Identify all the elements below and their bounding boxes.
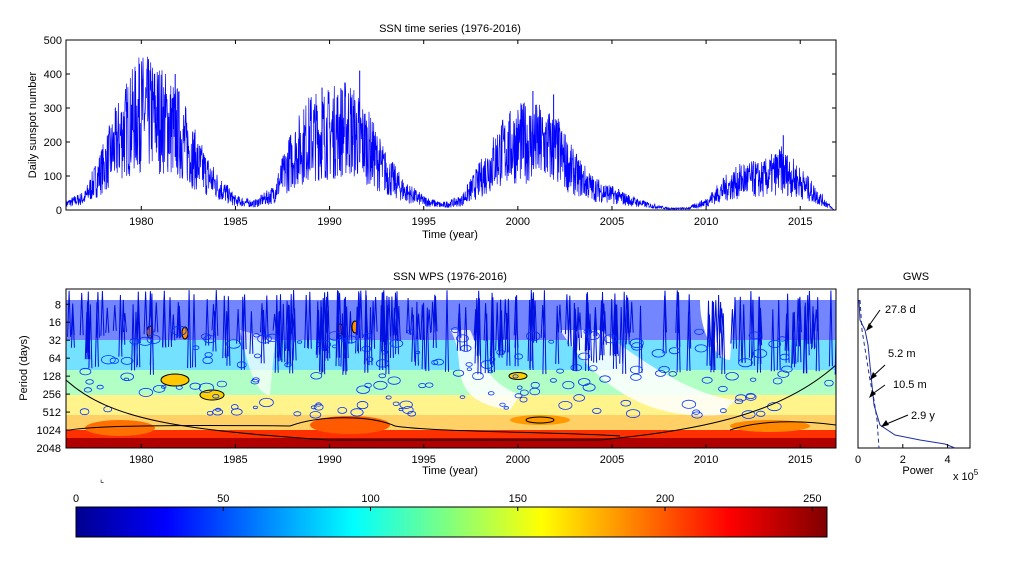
timeseries-line bbox=[66, 56, 836, 210]
timeseries-series bbox=[66, 56, 836, 210]
colorbar-tick-label: 200 bbox=[656, 493, 674, 505]
wps-x-tick-label: 2010 bbox=[694, 454, 718, 466]
timeseries-x-tick-label: 2015 bbox=[788, 216, 812, 228]
colorbar-tick-label: 100 bbox=[361, 493, 379, 505]
wps-y-tick-label: 256 bbox=[43, 389, 61, 401]
timeseries-title: SSN time series (1976-2016) bbox=[379, 23, 521, 35]
gws-annotation-2-9y: 2.9 y bbox=[911, 410, 935, 422]
wps-y-tick-label: 2048 bbox=[37, 443, 61, 455]
wps-y-tick-label: 16 bbox=[49, 317, 61, 329]
gws-x-tick-label: 4 bbox=[945, 454, 951, 466]
gws-annotation-5-2m: 5.2 m bbox=[888, 348, 916, 360]
wps-x-tick-label: 2000 bbox=[506, 454, 530, 466]
wps-y-tick-label: 512 bbox=[43, 407, 61, 419]
wps-y-tick-label: 32 bbox=[49, 335, 61, 347]
timeseries-y-ticks: 0 100 200 300 400 500 bbox=[44, 35, 836, 217]
gws-x-tick-label: 2 bbox=[900, 454, 906, 466]
timeseries-x-tick-label: 1995 bbox=[411, 216, 435, 228]
timeseries-x-tick-label: 2005 bbox=[600, 216, 624, 228]
wps-x-tick-label: 1985 bbox=[223, 454, 247, 466]
timeseries-y-tick-label: 200 bbox=[44, 137, 62, 149]
wps-x-ticks: 1980 1985 1990 1995 2000 2005 2010 2015 bbox=[129, 444, 812, 466]
colorbar: 0 50 100 150 200 250 bbox=[73, 493, 828, 538]
gws-annotation-10-5m: 10.5 m bbox=[893, 379, 927, 391]
timeseries-y-tick-label: 300 bbox=[44, 103, 62, 115]
wps-panel: SSN WPS (1976-2016) bbox=[18, 271, 837, 484]
timeseries-x-tick-label: 1990 bbox=[317, 216, 341, 228]
wps-title: SSN WPS (1976-2016) bbox=[393, 271, 507, 283]
wps-axes-box bbox=[65, 288, 837, 449]
colorbar-ticks: 0 50 100 150 200 250 bbox=[73, 493, 821, 511]
gws-x-ticks: 0 2 4 bbox=[855, 444, 951, 466]
wps-y-tick-label: 64 bbox=[49, 353, 61, 365]
gws-significance-line bbox=[859, 299, 880, 449]
timeseries-panel: SSN time series (1976-2016) 1980 1985 1990… bbox=[27, 23, 837, 241]
stray-mark: ⌞ bbox=[100, 474, 104, 484]
colorbar-tick-label: 50 bbox=[217, 493, 229, 505]
wps-y-tick-label: 1024 bbox=[37, 425, 61, 437]
colorbar-tick-label: 250 bbox=[803, 493, 821, 505]
wps-heatmap bbox=[66, 289, 836, 448]
cone-of-influence bbox=[66, 364, 836, 441]
timeseries-axes-box bbox=[65, 39, 837, 211]
wps-y-tick-label: 128 bbox=[43, 371, 61, 383]
wps-ring-contours bbox=[79, 325, 834, 419]
wps-x-tick-label: 2005 bbox=[600, 454, 624, 466]
timeseries-x-tick-label: 1980 bbox=[129, 216, 153, 228]
wps-y-tick-label: 8 bbox=[55, 299, 61, 311]
wps-x-label: Time (year) bbox=[422, 465, 478, 477]
wps-x-tick-label: 1995 bbox=[411, 454, 435, 466]
gws-annotation-27-8d: 27.8 d bbox=[885, 304, 916, 316]
wps-x-tick-label: 1990 bbox=[317, 454, 341, 466]
wps-spike-contours bbox=[67, 289, 836, 375]
wps-x-tick-label: 2015 bbox=[788, 454, 812, 466]
gws-axes-box bbox=[857, 288, 971, 449]
timeseries-x-tick-label: 2000 bbox=[506, 216, 530, 228]
wps-y-ticks: 8 16 32 64 128 256 512 1024 2048 bbox=[37, 299, 70, 455]
wps-contour-texture bbox=[67, 289, 836, 419]
wps-x-tick-label: 1980 bbox=[129, 454, 153, 466]
timeseries-y-tick-label: 0 bbox=[56, 205, 62, 217]
timeseries-y-label: Daily sunspot number bbox=[27, 71, 39, 178]
gws-x-exponent: x 105 bbox=[953, 468, 979, 483]
colorbar-tick-label: 150 bbox=[509, 493, 527, 505]
colorbar-tick-label: 0 bbox=[73, 493, 79, 505]
wps-y-label: Period (days) bbox=[18, 335, 30, 400]
timeseries-x-label: Time (year) bbox=[422, 229, 478, 241]
timeseries-y-tick-label: 500 bbox=[44, 35, 62, 47]
gws-x-label: Power bbox=[902, 465, 934, 477]
gws-annotations: 27.8 d 5.2 m 10.5 m 2.9 y bbox=[866, 304, 935, 427]
colorbar-gradient bbox=[75, 506, 828, 538]
timeseries-x-tick-label: 1985 bbox=[223, 216, 247, 228]
gws-title: GWS bbox=[903, 271, 929, 283]
timeseries-y-tick-label: 100 bbox=[44, 171, 62, 183]
timeseries-y-tick-label: 400 bbox=[44, 69, 62, 81]
timeseries-x-tick-label: 2010 bbox=[694, 216, 718, 228]
timeseries-x-ticks: 1980 1985 1990 1995 2000 2005 2010 2015 bbox=[129, 40, 812, 228]
gws-x-tick-label: 0 bbox=[855, 454, 861, 466]
